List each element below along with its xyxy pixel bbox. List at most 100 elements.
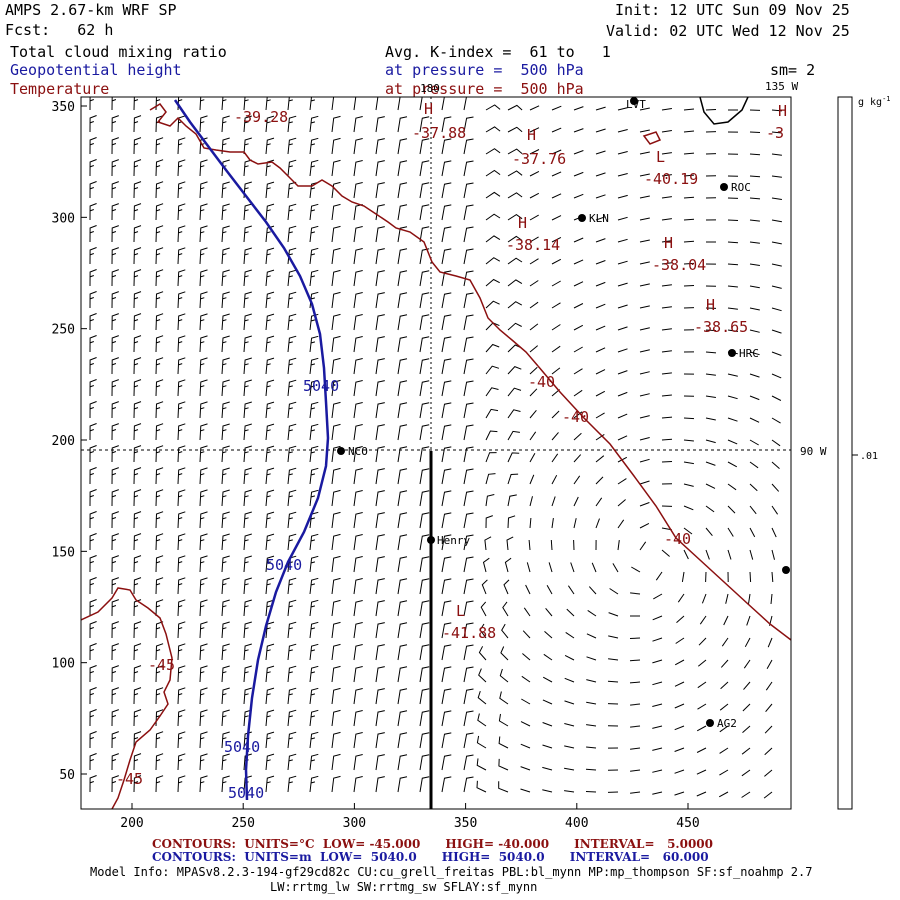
wind-barb bbox=[199, 577, 208, 595]
wind-barb bbox=[89, 181, 97, 199]
wind-barb bbox=[441, 226, 452, 243]
temp-contour-minus40 bbox=[537, 365, 791, 641]
wind-barb bbox=[265, 115, 275, 133]
wind-barb bbox=[485, 126, 501, 133]
wind-barb bbox=[287, 137, 297, 155]
wind-barb bbox=[221, 181, 230, 199]
wind-barb bbox=[265, 137, 275, 155]
extremum-symbol: H bbox=[527, 126, 536, 144]
wind-barb bbox=[480, 601, 487, 617]
wind-barb bbox=[723, 615, 729, 626]
wind-barb bbox=[551, 518, 554, 529]
wind-barb bbox=[463, 336, 474, 353]
wind-barb bbox=[529, 474, 535, 485]
wind-barb bbox=[661, 218, 672, 221]
wind-barb bbox=[133, 137, 142, 155]
wind-barb bbox=[177, 335, 186, 353]
wind-barb bbox=[287, 467, 297, 485]
wind-barb bbox=[771, 241, 782, 245]
x-tick-label: 400 bbox=[565, 816, 588, 831]
wind-barb bbox=[529, 236, 539, 243]
wind-barb bbox=[419, 534, 430, 551]
wind-barb bbox=[353, 248, 363, 265]
wind-barb bbox=[765, 703, 773, 713]
wind-barb bbox=[683, 527, 693, 535]
wind-barb bbox=[133, 511, 142, 529]
wind-barb bbox=[155, 511, 164, 529]
wind-barb bbox=[529, 170, 540, 177]
model-info-2: LW:rrtmg_lw SW:rrtmg_sw SFLAY:sf_mynn bbox=[270, 880, 538, 894]
wind-barb bbox=[639, 261, 650, 265]
wind-barb bbox=[199, 159, 208, 177]
wind-barb bbox=[441, 270, 452, 287]
wind-barb bbox=[419, 776, 430, 793]
wind-barb bbox=[661, 549, 670, 557]
wind-barb bbox=[111, 753, 119, 771]
wind-barb bbox=[771, 109, 783, 112]
wind-barb bbox=[419, 97, 423, 111]
height-label: 5040 bbox=[303, 377, 339, 395]
wind-barb bbox=[221, 511, 230, 529]
model-info: Model Info: MPASv8.2.3-194-gf29cd82c CU:… bbox=[90, 865, 813, 879]
height-contour-5040 bbox=[173, 99, 330, 801]
wind-barb bbox=[397, 578, 408, 595]
wind-barb bbox=[542, 766, 553, 771]
wind-barb bbox=[720, 681, 729, 690]
wind-barb bbox=[331, 97, 335, 111]
wind-barb bbox=[661, 196, 672, 199]
wind-barb bbox=[476, 735, 487, 749]
wind-barb bbox=[630, 703, 641, 706]
wind-barb bbox=[177, 379, 186, 397]
wind-barb bbox=[419, 226, 430, 243]
wind-barb bbox=[749, 505, 757, 515]
wind-barb bbox=[478, 668, 487, 683]
wind-barb bbox=[485, 235, 501, 243]
wind-barb bbox=[749, 417, 760, 423]
x-tick-label: 200 bbox=[120, 816, 143, 831]
wind-barb bbox=[652, 747, 663, 751]
wind-barb bbox=[111, 379, 119, 397]
wind-barb bbox=[287, 643, 297, 661]
wind-barb bbox=[265, 357, 275, 375]
wind-barb bbox=[221, 775, 230, 793]
wind-barb bbox=[683, 549, 689, 560]
wind-barb bbox=[441, 358, 452, 375]
wind-barb bbox=[375, 446, 385, 463]
wind-barb bbox=[111, 137, 119, 155]
wind-barb bbox=[111, 159, 119, 177]
wind-barb bbox=[397, 446, 408, 463]
wind-barb bbox=[243, 687, 252, 705]
wind-barb bbox=[499, 691, 509, 705]
wind-barb bbox=[177, 577, 186, 595]
wind-barb bbox=[652, 615, 663, 621]
wind-barb bbox=[520, 743, 531, 749]
wind-barb bbox=[397, 622, 408, 639]
wind-barb bbox=[463, 710, 474, 727]
wind-barb bbox=[705, 549, 710, 560]
wind-barb bbox=[419, 666, 430, 683]
y-tick-label: 200 bbox=[52, 434, 75, 449]
wind-barb bbox=[652, 703, 663, 707]
wind-barb bbox=[199, 357, 208, 375]
temp-label: -45 bbox=[116, 770, 143, 788]
wind-barb bbox=[441, 512, 452, 529]
wind-barb bbox=[353, 336, 363, 353]
y-tick-label: 350 bbox=[52, 100, 75, 115]
wind-barb bbox=[309, 401, 319, 419]
wind-barb bbox=[463, 182, 474, 199]
wind-barb bbox=[331, 599, 341, 617]
wind-barb bbox=[243, 577, 252, 595]
wind-barb bbox=[639, 129, 650, 133]
wind-barb bbox=[353, 314, 363, 331]
wind-barb bbox=[639, 349, 650, 353]
wind-barb bbox=[287, 225, 297, 243]
wind-barb bbox=[607, 680, 619, 683]
wind-barb bbox=[551, 367, 561, 375]
wind-barb bbox=[177, 753, 186, 771]
wind-barb bbox=[155, 203, 164, 221]
wind-barb bbox=[111, 423, 119, 441]
x-tick-label: 250 bbox=[231, 816, 254, 831]
temp-label: -40 bbox=[528, 373, 555, 391]
wind-barb bbox=[111, 665, 119, 683]
wind-barb bbox=[243, 621, 252, 639]
